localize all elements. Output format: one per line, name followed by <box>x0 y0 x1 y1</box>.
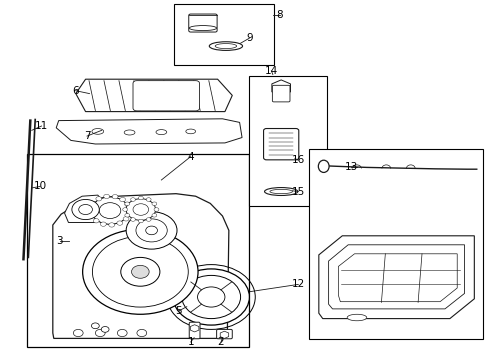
Ellipse shape <box>215 44 236 49</box>
Text: 11: 11 <box>35 121 48 131</box>
Circle shape <box>138 196 143 200</box>
Circle shape <box>91 197 128 224</box>
Circle shape <box>90 201 96 206</box>
Polygon shape <box>318 236 473 319</box>
Polygon shape <box>56 119 242 144</box>
Text: 10: 10 <box>34 181 46 192</box>
Text: 4: 4 <box>187 152 194 162</box>
Ellipse shape <box>318 160 328 172</box>
Circle shape <box>96 197 102 201</box>
Text: 16: 16 <box>291 155 305 165</box>
Ellipse shape <box>92 129 103 134</box>
Polygon shape <box>53 194 228 338</box>
Circle shape <box>197 287 224 307</box>
Bar <box>27 154 249 347</box>
FancyBboxPatch shape <box>272 85 289 102</box>
Circle shape <box>87 207 93 212</box>
Circle shape <box>121 257 160 286</box>
Circle shape <box>117 329 127 337</box>
Circle shape <box>126 208 132 213</box>
Text: 7: 7 <box>83 131 90 141</box>
Text: 12: 12 <box>291 279 305 289</box>
Ellipse shape <box>269 189 292 194</box>
Circle shape <box>138 219 143 223</box>
Circle shape <box>123 217 129 221</box>
Text: 14: 14 <box>264 66 278 76</box>
Circle shape <box>101 327 109 332</box>
Circle shape <box>133 204 148 215</box>
Ellipse shape <box>346 314 366 321</box>
Circle shape <box>152 202 157 206</box>
Circle shape <box>152 213 157 217</box>
Polygon shape <box>328 245 464 309</box>
Polygon shape <box>76 79 232 112</box>
Circle shape <box>103 194 109 199</box>
Circle shape <box>93 219 99 223</box>
FancyBboxPatch shape <box>216 329 232 339</box>
Ellipse shape <box>124 130 135 135</box>
Circle shape <box>99 203 121 219</box>
FancyBboxPatch shape <box>133 81 199 111</box>
Circle shape <box>124 213 129 217</box>
Circle shape <box>173 269 249 325</box>
Circle shape <box>95 329 105 337</box>
Circle shape <box>88 213 94 218</box>
Text: 15: 15 <box>291 186 305 197</box>
Circle shape <box>72 199 99 220</box>
Text: 6: 6 <box>72 86 79 96</box>
Circle shape <box>130 218 135 221</box>
Circle shape <box>146 198 151 201</box>
Circle shape <box>100 222 106 226</box>
Ellipse shape <box>156 130 166 135</box>
Polygon shape <box>64 195 106 222</box>
Circle shape <box>73 329 83 337</box>
Circle shape <box>126 212 177 249</box>
Text: 5: 5 <box>175 306 182 316</box>
Circle shape <box>124 202 129 206</box>
Circle shape <box>126 199 155 220</box>
FancyBboxPatch shape <box>188 14 217 32</box>
Circle shape <box>91 323 99 329</box>
Circle shape <box>145 226 157 235</box>
Ellipse shape <box>209 42 242 50</box>
Circle shape <box>131 265 149 278</box>
Ellipse shape <box>185 129 195 134</box>
Text: 3: 3 <box>56 236 63 246</box>
Ellipse shape <box>264 188 297 195</box>
Circle shape <box>92 237 188 307</box>
Circle shape <box>154 208 159 211</box>
Circle shape <box>146 218 151 221</box>
Circle shape <box>112 194 118 199</box>
Circle shape <box>130 198 135 201</box>
Circle shape <box>124 202 130 207</box>
Ellipse shape <box>189 26 216 31</box>
Bar <box>173 4 273 65</box>
Bar <box>249 76 326 206</box>
Polygon shape <box>338 254 456 302</box>
Circle shape <box>120 197 125 202</box>
FancyBboxPatch shape <box>189 322 200 339</box>
Circle shape <box>108 223 114 227</box>
Bar <box>308 149 482 339</box>
FancyBboxPatch shape <box>263 129 298 160</box>
Circle shape <box>122 208 127 211</box>
Circle shape <box>136 219 167 242</box>
Circle shape <box>126 211 132 215</box>
Circle shape <box>79 204 92 215</box>
Text: 2: 2 <box>217 337 224 347</box>
Circle shape <box>137 329 146 337</box>
Circle shape <box>182 275 240 319</box>
Circle shape <box>82 229 198 314</box>
Text: 9: 9 <box>245 33 252 43</box>
Circle shape <box>117 221 122 225</box>
Text: 13: 13 <box>344 162 357 172</box>
Text: 8: 8 <box>276 10 283 20</box>
Text: 1: 1 <box>187 337 194 347</box>
